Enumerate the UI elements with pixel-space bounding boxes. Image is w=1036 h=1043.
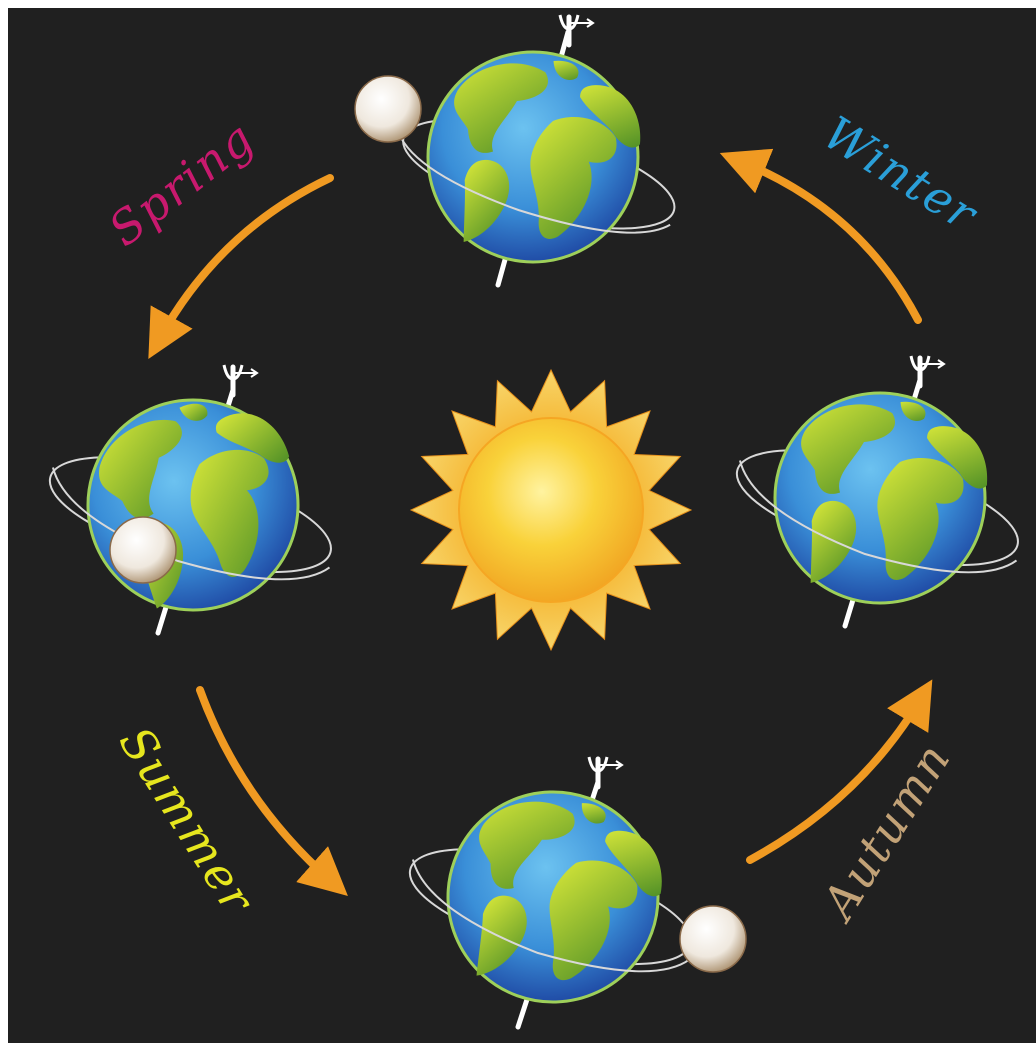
earth-bottom	[408, 757, 747, 1034]
arrow-spring-to-summer	[148, 174, 334, 359]
orbit-ring-front	[395, 125, 671, 234]
arrow-summer-to-autumn	[196, 686, 348, 896]
earth-right	[735, 356, 1019, 629]
white-frame-left	[0, 0, 8, 1043]
moon	[354, 75, 422, 143]
orbit-ring-front	[411, 859, 691, 973]
sun	[409, 368, 693, 652]
sun-core	[458, 417, 644, 603]
orbit-ring-front	[51, 467, 331, 581]
orbit-ring-front	[738, 460, 1018, 574]
moon	[679, 905, 747, 973]
moon	[109, 516, 177, 584]
earth-left	[48, 365, 332, 636]
arrow-winter-to-spring	[719, 148, 922, 324]
arrow-autumn-to-winter	[746, 679, 933, 864]
white-frame-top	[0, 0, 1036, 8]
earth-top	[354, 15, 676, 288]
